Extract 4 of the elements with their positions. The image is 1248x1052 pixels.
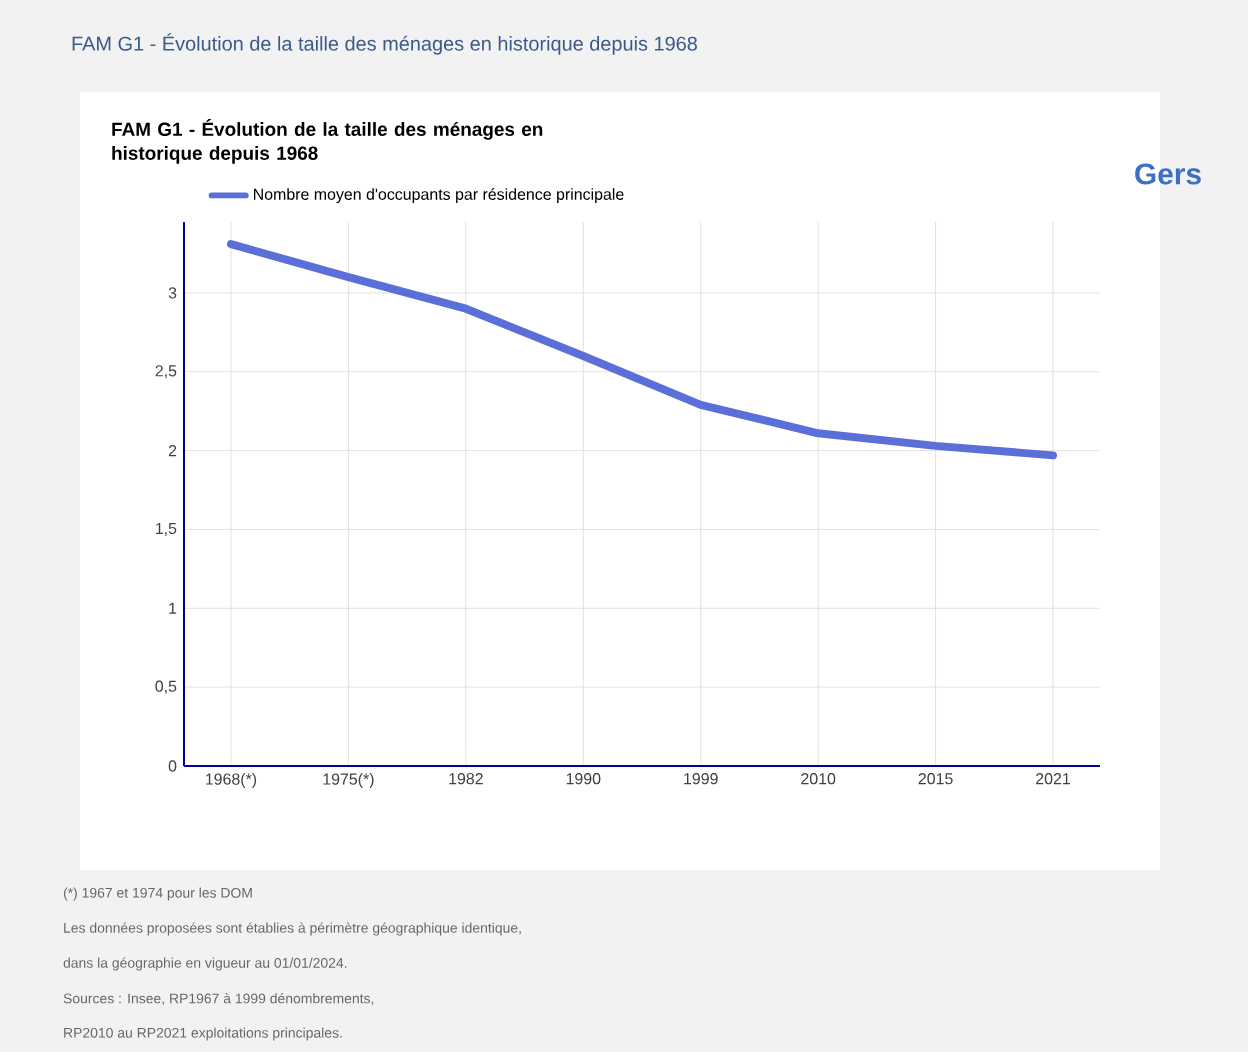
chart-title: FAM G1 - Évolution de la taille des ménages en historique depuis 1968 — [72, 33, 697, 55]
chart-subtitle: FAM G1 - Évolution de la taille des ménages en historique depuis 1968 — [112, 119, 543, 164]
line-series — [226, 240, 1058, 460]
text: Gers — [1135, 163, 1201, 185]
